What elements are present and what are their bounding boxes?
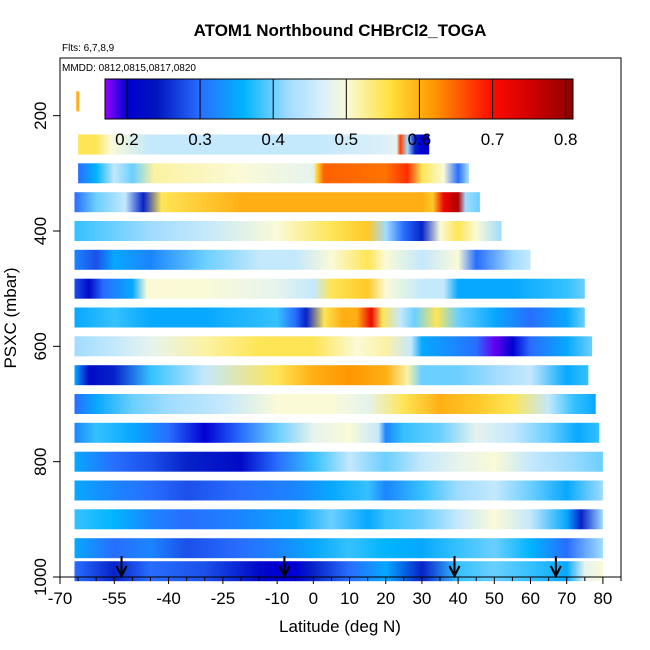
x-tick-label: -25 <box>211 589 236 608</box>
colorbar-tick-label: 0.8 <box>554 130 578 149</box>
pressure-band <box>74 192 480 213</box>
y-tick-label: 400 <box>31 217 50 245</box>
x-tick-label: -40 <box>156 589 181 608</box>
pressure-band <box>78 163 469 184</box>
y-axis-label: PSXC (mbar) <box>1 267 20 368</box>
pressure-band <box>74 394 596 414</box>
y-tick-label: 1000 <box>31 558 50 596</box>
x-tick-label: -70 <box>48 589 73 608</box>
pressure-band <box>74 561 603 582</box>
y-tick-label: 600 <box>31 332 50 360</box>
plot-frame <box>59 57 622 578</box>
flight-arrow <box>278 556 291 579</box>
pressure-band <box>78 134 430 155</box>
flight-arrow <box>448 556 461 579</box>
pressure-band <box>74 249 531 270</box>
pressure-band <box>76 91 80 112</box>
x-tick-label: 70 <box>557 589 576 608</box>
x-tick-label: 60 <box>521 589 540 608</box>
y-tick-label: 200 <box>31 101 50 129</box>
x-tick-label: 80 <box>593 589 612 608</box>
flight-arrows <box>115 556 562 579</box>
heatmap-bands <box>74 91 603 582</box>
dates-annotation: MMDD: 0812,0815,0817,0820 <box>62 63 196 74</box>
x-tick-label: 20 <box>376 589 395 608</box>
y-tick-label: 800 <box>31 447 50 475</box>
flight-arrow <box>115 556 128 579</box>
pressure-band <box>74 307 585 328</box>
pressure-band <box>74 480 603 501</box>
pressure-band <box>74 509 603 530</box>
colorbar-tick-label: 0.7 <box>481 130 505 149</box>
colorbar-tick-label: 0.6 <box>408 130 432 149</box>
pressure-band <box>74 451 603 472</box>
colorbar-tick-label: 0.2 <box>115 130 139 149</box>
colorbar-tick-label: 0.4 <box>261 130 285 149</box>
x-tick-label: 50 <box>485 589 504 608</box>
colorbar: 0.2 0.3 0.4 0.5 0.6 0.7 0.8 <box>104 78 578 149</box>
colorbar-tick-label: 0.3 <box>188 130 212 149</box>
x-tick-label: 30 <box>412 589 431 608</box>
x-tick-label: 0 <box>309 589 318 608</box>
colorbar-tick-label: 0.5 <box>334 130 358 149</box>
pressure-band <box>74 538 603 559</box>
pressure-band <box>74 221 502 241</box>
x-tick-label: 40 <box>449 589 468 608</box>
flight-arrow <box>549 556 562 579</box>
pressure-band <box>74 336 593 357</box>
chart-title: ATOM1 Northbound CHBrCl2_TOGA <box>194 21 487 40</box>
x-axis-label: Latitude (deg N) <box>279 617 401 636</box>
y-axis: 200 400 600 800 1000 <box>31 101 60 596</box>
x-tick-label: -55 <box>102 589 127 608</box>
x-axis: -70 -55 -40 -25 -10 0 10 20 30 40 50 60 70 80 <box>48 577 622 608</box>
pressure-band <box>74 365 589 386</box>
pressure-band <box>74 278 585 299</box>
x-tick-label: 10 <box>340 589 359 608</box>
flights-annotation: Flts: 6,7,8,9 <box>62 43 115 54</box>
x-tick-label: -10 <box>265 589 290 608</box>
colorbar-gradient <box>104 78 574 120</box>
pressure-band <box>74 422 600 443</box>
